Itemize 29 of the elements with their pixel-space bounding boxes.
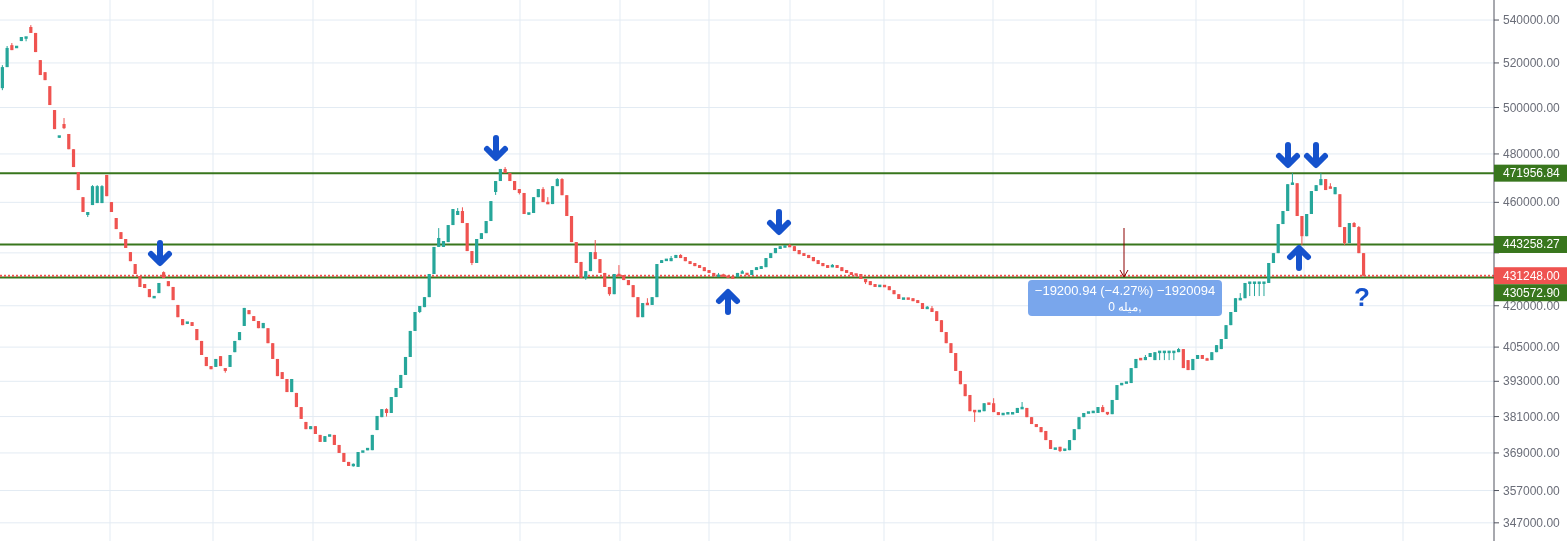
- candlestick: [1020, 401, 1024, 410]
- candlestick: [62, 117, 66, 130]
- y-tick-label: 500000.00: [1503, 100, 1561, 115]
- y-tick-label: 369000.00: [1503, 445, 1561, 460]
- ref-line-label: 471956.84: [1503, 166, 1561, 181]
- candlestick: [24, 36, 28, 42]
- y-tick-label: 405000.00: [1503, 340, 1561, 355]
- ref-line-label: 431248.00: [1503, 268, 1561, 283]
- y-tick-label: 520000.00: [1503, 55, 1561, 70]
- ref-line-label: 430572.90: [1503, 285, 1561, 300]
- candlestick: [1319, 172, 1323, 186]
- y-tick-label: 480000.00: [1503, 146, 1561, 161]
- candlestick: [1300, 215, 1304, 246]
- candlestick: [1343, 226, 1347, 246]
- annotation: −19200.94 (−4.27%) −1920094: [1034, 282, 1216, 298]
- y-tick-label: 420000.00: [1503, 298, 1561, 313]
- candlestick: [437, 227, 441, 248]
- candlestick: [413, 311, 417, 332]
- candlestick: [475, 239, 479, 263]
- y-tick-label: 357000.00: [1503, 483, 1561, 498]
- y-tick-label: 347000.00: [1503, 515, 1561, 530]
- y-tick-label: 393000.00: [1503, 374, 1561, 389]
- annotation: ?: [1354, 282, 1370, 312]
- y-tick-label: 540000.00: [1503, 13, 1561, 28]
- ref-line-label: 443258.27: [1503, 237, 1561, 252]
- candlestick: [0, 64, 4, 91]
- y-tick-label: 460000.00: [1503, 195, 1561, 210]
- annotation: 0 میله,: [1108, 300, 1142, 314]
- y-tick-label: 381000.00: [1503, 409, 1561, 424]
